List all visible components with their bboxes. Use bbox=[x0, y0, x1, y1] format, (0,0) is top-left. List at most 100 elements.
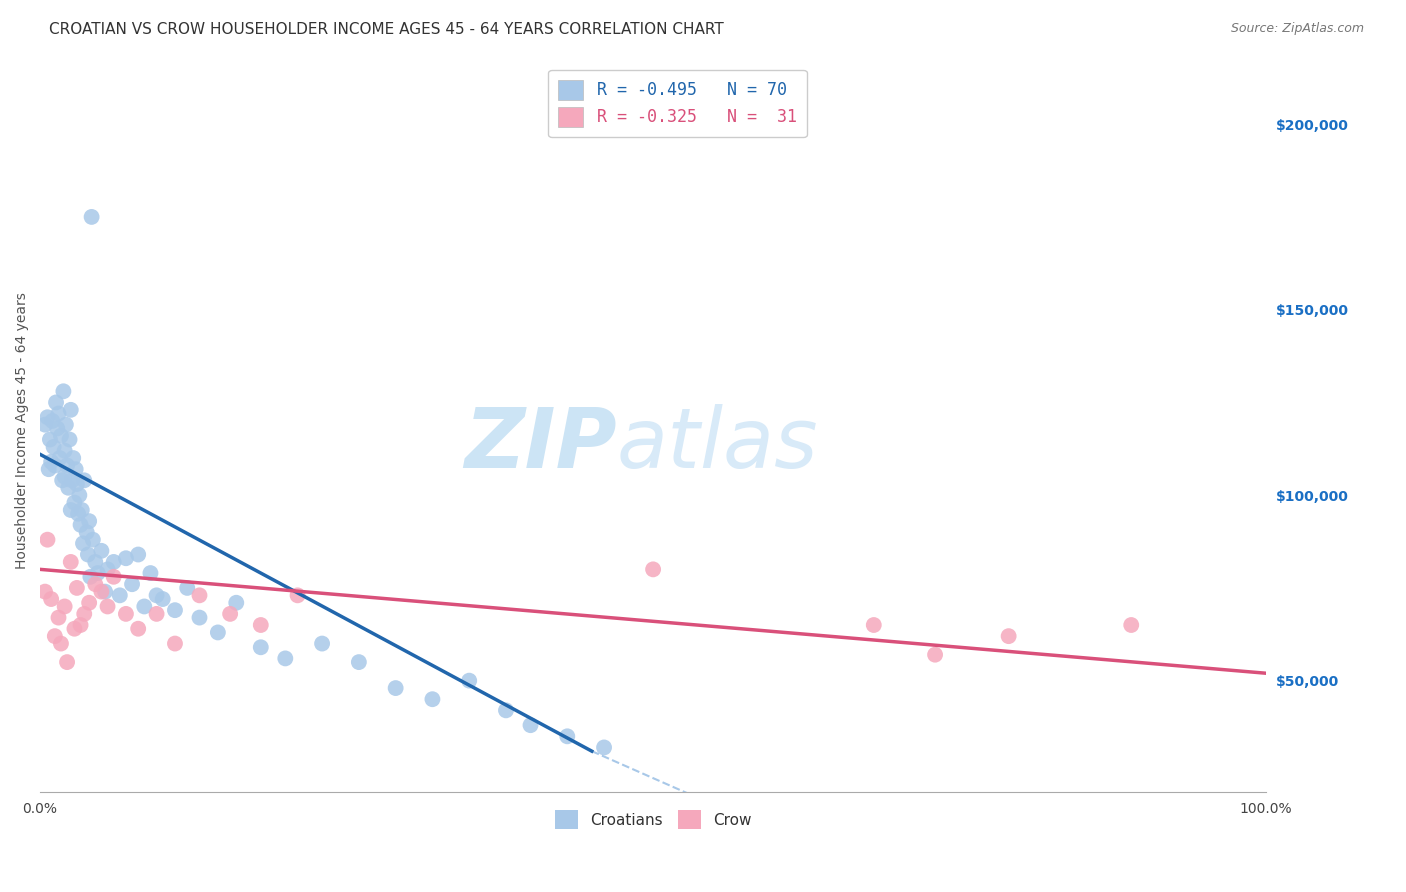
Point bbox=[115, 607, 138, 621]
Point bbox=[55, 417, 77, 432]
Point bbox=[134, 599, 156, 614]
Point bbox=[76, 525, 98, 540]
Point bbox=[163, 636, 186, 650]
Point bbox=[207, 625, 229, 640]
Point bbox=[34, 584, 56, 599]
Point bbox=[274, 651, 297, 665]
Text: ZIP: ZIP bbox=[464, 404, 616, 485]
Point bbox=[347, 655, 370, 669]
Point bbox=[519, 718, 541, 732]
Point bbox=[145, 607, 167, 621]
Point bbox=[63, 622, 86, 636]
Point bbox=[84, 577, 107, 591]
Point bbox=[422, 692, 444, 706]
Point bbox=[41, 414, 63, 428]
Point bbox=[59, 503, 82, 517]
Point bbox=[862, 618, 884, 632]
Point bbox=[287, 588, 309, 602]
Text: atlas: atlas bbox=[616, 404, 818, 485]
Point bbox=[87, 566, 110, 580]
Point bbox=[51, 473, 73, 487]
Point bbox=[46, 421, 69, 435]
Point bbox=[63, 495, 86, 509]
Point bbox=[80, 210, 103, 224]
Point bbox=[82, 533, 104, 547]
Point bbox=[58, 433, 80, 447]
Point bbox=[127, 548, 149, 562]
Point bbox=[67, 488, 90, 502]
Point bbox=[44, 458, 66, 473]
Point bbox=[84, 555, 107, 569]
Point bbox=[70, 503, 93, 517]
Point bbox=[643, 562, 665, 576]
Point bbox=[69, 618, 91, 632]
Point bbox=[52, 384, 75, 399]
Point bbox=[103, 555, 125, 569]
Point bbox=[62, 451, 84, 466]
Point bbox=[103, 570, 125, 584]
Point bbox=[139, 566, 162, 580]
Point bbox=[58, 481, 80, 495]
Point bbox=[458, 673, 481, 688]
Point bbox=[77, 548, 100, 562]
Point bbox=[66, 581, 89, 595]
Point bbox=[48, 451, 70, 466]
Point bbox=[48, 610, 70, 624]
Point bbox=[72, 536, 94, 550]
Point bbox=[90, 544, 112, 558]
Point bbox=[48, 407, 70, 421]
Point bbox=[94, 584, 117, 599]
Point bbox=[96, 599, 118, 614]
Point bbox=[249, 618, 271, 632]
Point bbox=[384, 681, 406, 695]
Point bbox=[311, 636, 333, 650]
Point bbox=[219, 607, 242, 621]
Point bbox=[56, 655, 79, 669]
Point bbox=[45, 395, 67, 409]
Point bbox=[60, 473, 83, 487]
Point bbox=[96, 562, 118, 576]
Point bbox=[39, 592, 62, 607]
Point bbox=[555, 729, 578, 743]
Point bbox=[73, 473, 96, 487]
Point bbox=[49, 636, 72, 650]
Point bbox=[115, 551, 138, 566]
Point bbox=[34, 417, 56, 432]
Point bbox=[121, 577, 143, 591]
Point bbox=[188, 610, 211, 624]
Point bbox=[997, 629, 1019, 643]
Point bbox=[59, 555, 82, 569]
Point bbox=[108, 588, 131, 602]
Point bbox=[49, 429, 72, 443]
Point bbox=[65, 462, 87, 476]
Point bbox=[66, 477, 89, 491]
Point bbox=[176, 581, 198, 595]
Point bbox=[56, 458, 79, 473]
Point bbox=[42, 440, 65, 454]
Point bbox=[163, 603, 186, 617]
Point bbox=[73, 607, 96, 621]
Point bbox=[127, 622, 149, 636]
Point bbox=[53, 469, 76, 483]
Point bbox=[1121, 618, 1143, 632]
Point bbox=[90, 584, 112, 599]
Point bbox=[77, 514, 100, 528]
Point bbox=[152, 592, 174, 607]
Point bbox=[53, 599, 76, 614]
Y-axis label: Householder Income Ages 45 - 64 years: Householder Income Ages 45 - 64 years bbox=[15, 292, 30, 569]
Point bbox=[59, 402, 82, 417]
Point bbox=[44, 629, 66, 643]
Point bbox=[69, 517, 91, 532]
Point bbox=[67, 507, 90, 521]
Point bbox=[39, 455, 62, 469]
Point bbox=[77, 596, 100, 610]
Point bbox=[37, 410, 59, 425]
Point bbox=[39, 433, 62, 447]
Point bbox=[53, 443, 76, 458]
Text: CROATIAN VS CROW HOUSEHOLDER INCOME AGES 45 - 64 YEARS CORRELATION CHART: CROATIAN VS CROW HOUSEHOLDER INCOME AGES… bbox=[49, 22, 724, 37]
Point bbox=[225, 596, 247, 610]
Point bbox=[495, 703, 517, 717]
Text: Source: ZipAtlas.com: Source: ZipAtlas.com bbox=[1230, 22, 1364, 36]
Point bbox=[924, 648, 946, 662]
Legend: Croatians, Crow: Croatians, Crow bbox=[548, 804, 758, 835]
